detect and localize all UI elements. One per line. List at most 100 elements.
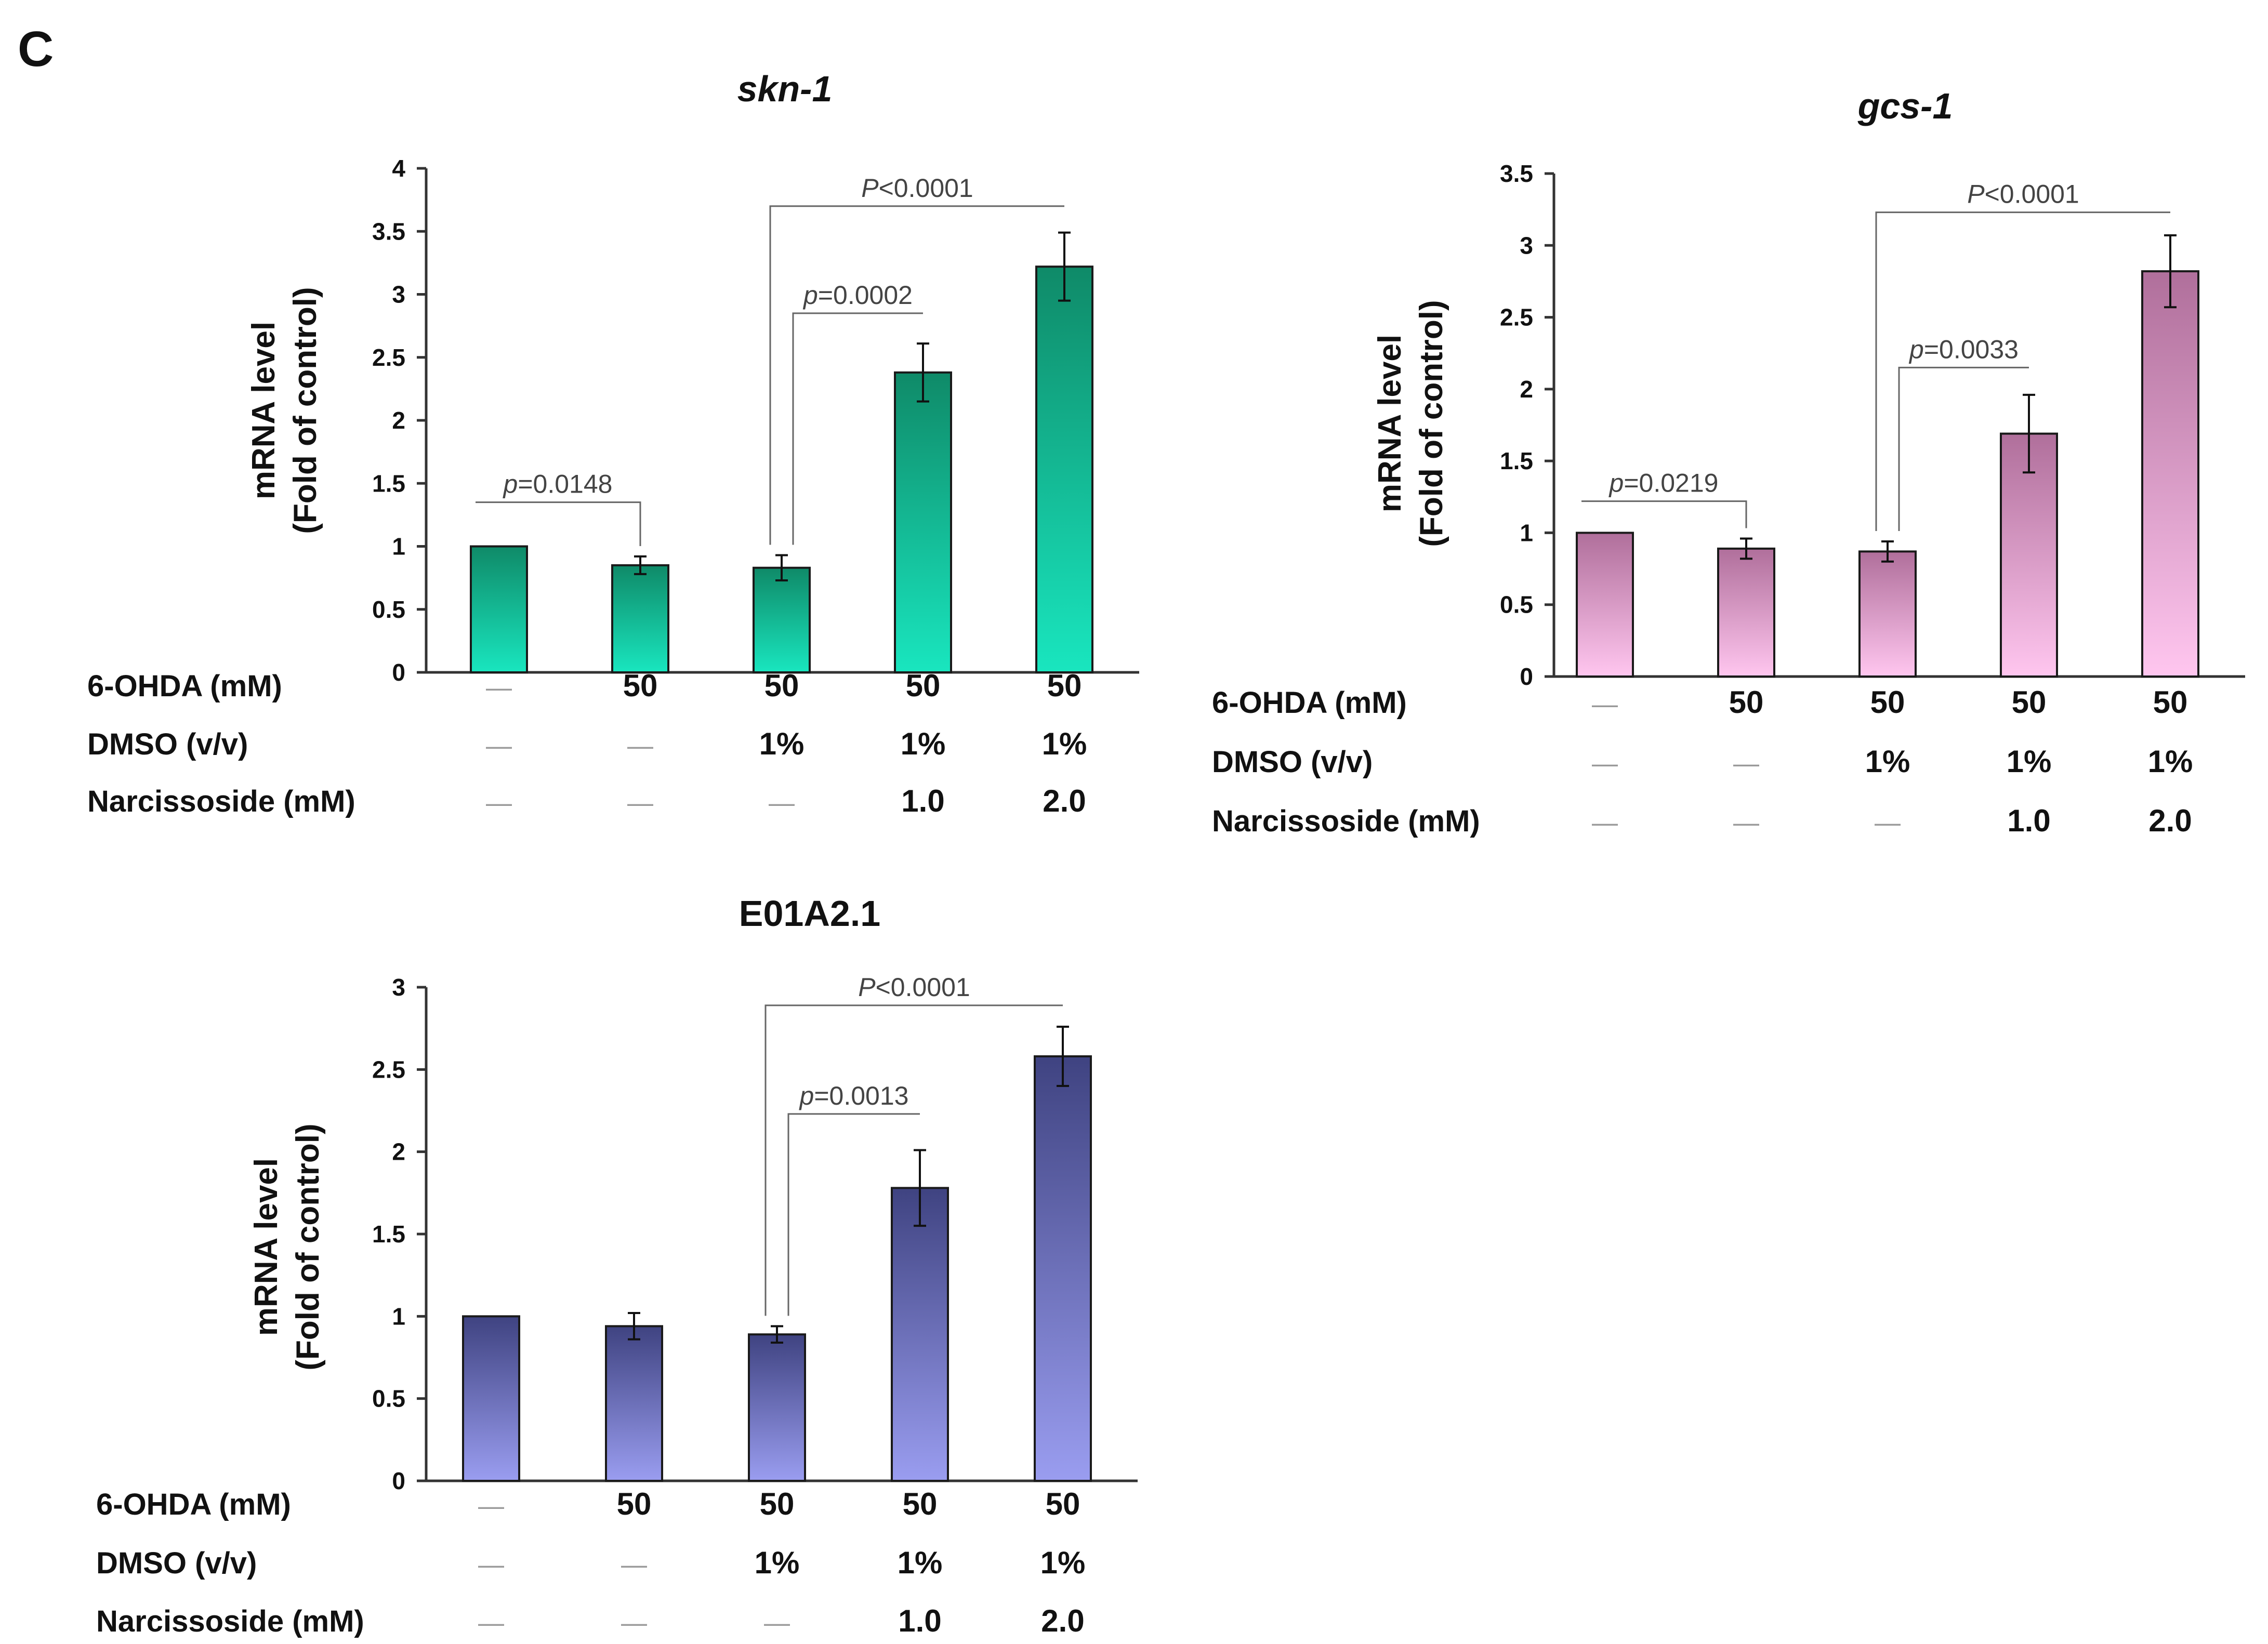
p-value-number: =0.0002: [818, 281, 913, 310]
bar: [1717, 547, 1775, 678]
condition-value: 2.0: [1041, 1603, 1084, 1638]
y-tick-label: 3: [392, 281, 405, 308]
significance-bracket: [769, 205, 1064, 545]
p-value-symbol: p: [1608, 469, 1624, 498]
condition-row-label: 6-OHDA (mM): [87, 669, 282, 703]
p-value-label: P<0.0001: [1967, 180, 2079, 209]
condition-value: 50: [623, 668, 658, 703]
condition-value: 1.0: [2007, 803, 2050, 838]
y-tick-label: 0.5: [1500, 591, 1533, 618]
bar: [462, 1315, 520, 1482]
y-axis-label-line1: mRNA level: [246, 322, 282, 499]
condition-value: —: [621, 1550, 647, 1579]
y-tick-label: 3.5: [1500, 160, 1533, 187]
y-tick-label: 0.5: [372, 1385, 405, 1412]
condition-value: 50: [1870, 685, 1905, 720]
y-tick-label: 1.5: [1500, 447, 1533, 474]
condition-value: 50: [1047, 668, 1082, 703]
condition-value: —: [478, 1491, 504, 1520]
chart-3: E01A2.1 mRNA level (Fold of control) 0 0.5 1 1…: [96, 893, 1138, 1638]
condition-value: —: [1733, 749, 1759, 778]
condition-value: —: [486, 673, 512, 702]
condition-value: —: [764, 1608, 790, 1637]
condition-value: 1%: [755, 1545, 800, 1580]
condition-value: —: [627, 788, 653, 817]
p-value-label: p=0.0219: [1608, 469, 1719, 498]
bar: [2141, 270, 2199, 678]
y-tick-label: 2: [392, 407, 405, 434]
chart-title: gcs-1: [1857, 86, 1953, 126]
condition-value: 50: [1729, 685, 1764, 720]
p-value-symbol: p: [799, 1081, 814, 1110]
condition-row-label: 6-OHDA (mM): [96, 1488, 291, 1521]
significance-bracket: [787, 1113, 920, 1316]
bar: [1858, 550, 1917, 678]
y-axis-label-line2: (Fold of control): [1414, 300, 1449, 547]
p-value-number: =0.0219: [1624, 469, 1718, 498]
y-tick-label: 2.5: [1500, 304, 1533, 331]
y-tick-label: 3.5: [372, 218, 405, 245]
bar: [2000, 432, 2058, 678]
y-axis-label-line2: (Fold of control): [287, 287, 323, 534]
p-value-symbol: p: [1908, 335, 1924, 364]
y-tick-label: 0: [392, 659, 405, 686]
y-tick-label: 0: [392, 1467, 405, 1494]
p-value-symbol: P: [861, 174, 879, 203]
y-tick-label: 1: [392, 533, 405, 560]
p-value-number: <0.0001: [1985, 180, 2079, 209]
p-value-number: =0.0148: [518, 470, 612, 499]
condition-value: —: [1733, 808, 1759, 837]
condition-value: 50: [906, 668, 941, 703]
y-tick-label: 1.5: [372, 470, 405, 497]
panel-label: C: [18, 21, 54, 77]
condition-row-label: Narcissoside (mM): [87, 785, 355, 818]
bar: [470, 545, 528, 673]
condition-value: 1.0: [898, 1603, 941, 1638]
significance-bracket: [476, 501, 641, 546]
p-value-label: P<0.0001: [861, 174, 973, 203]
condition-value: —: [627, 731, 653, 760]
y-tick-label: 2.5: [372, 1056, 405, 1083]
chart-1: skn-1 mRNA level (Fold of control) 0 0.5 1 1.5…: [87, 69, 1139, 818]
condition-value: —: [478, 1608, 504, 1637]
condition-value: 1%: [1042, 726, 1087, 761]
p-value-label: p=0.0033: [1908, 335, 2019, 364]
condition-row-label: Narcissoside (mM): [96, 1605, 364, 1638]
condition-value: —: [1592, 749, 1618, 778]
condition-value: —: [1592, 690, 1618, 719]
condition-value: —: [621, 1608, 647, 1637]
condition-value: 1.0: [901, 784, 944, 818]
significance-bracket: [1875, 211, 2170, 532]
condition-value: —: [769, 788, 795, 817]
y-tick-label: 4: [392, 155, 405, 182]
y-axis-label-line2: (Fold of control): [290, 1123, 326, 1370]
y-axis-label: mRNA level (Fold of control): [1372, 300, 1449, 547]
significance-bracket: [1581, 500, 1747, 528]
y-tick-label: 1: [1520, 519, 1533, 546]
condition-value: 50: [760, 1487, 795, 1521]
bar: [753, 566, 811, 673]
significance-bracket: [792, 312, 923, 545]
chart-title: E01A2.1: [739, 893, 880, 934]
bar: [611, 564, 669, 673]
condition-value: 1%: [2007, 744, 2052, 779]
y-tick-label: 3: [1520, 232, 1533, 259]
bar: [1035, 266, 1093, 673]
y-tick-label: 1.5: [372, 1221, 405, 1248]
p-value-label: p=0.0148: [503, 470, 613, 499]
chart-title: skn-1: [737, 69, 833, 109]
condition-row-label: 6-OHDA (mM): [1212, 686, 1407, 720]
condition-value: 1%: [898, 1545, 943, 1580]
condition-value: 2.0: [1043, 784, 1086, 818]
condition-row-label: Narcissoside (mM): [1212, 804, 1480, 838]
significance-bracket: [764, 1004, 1063, 1316]
bar: [1034, 1055, 1092, 1482]
p-value-number: <0.0001: [879, 174, 973, 203]
y-axis-label: mRNA level (Fold of control): [248, 1123, 326, 1370]
p-value-symbol: P: [1967, 180, 1985, 209]
condition-value: —: [1592, 808, 1618, 837]
condition-value: 1%: [1865, 744, 1910, 779]
y-axis-label-line1: mRNA level: [1372, 335, 1408, 512]
